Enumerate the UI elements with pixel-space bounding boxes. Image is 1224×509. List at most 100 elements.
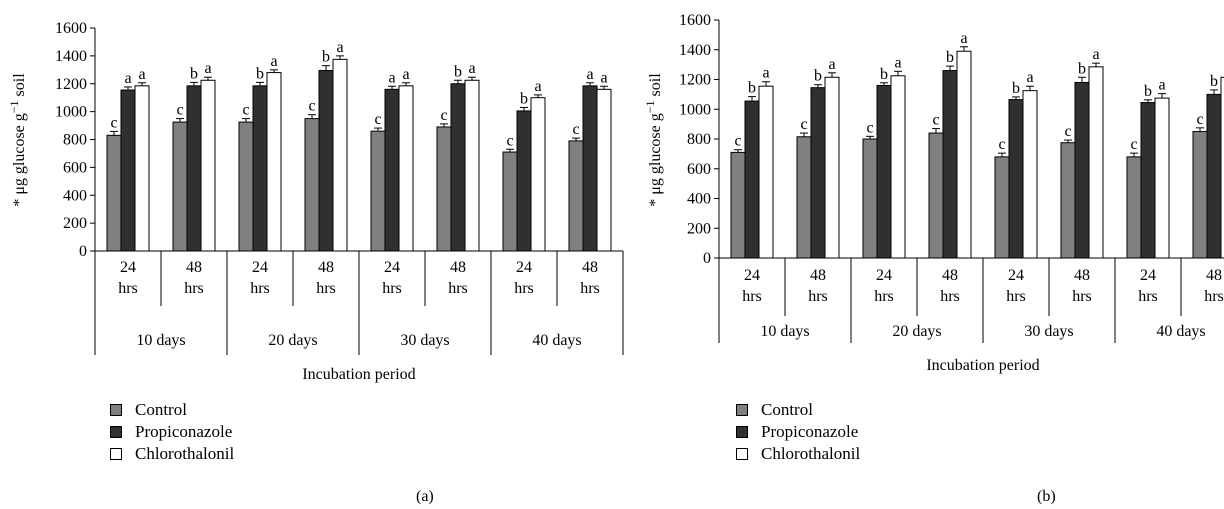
- significance-letter: b: [454, 63, 462, 80]
- significance-letter: c: [800, 116, 807, 133]
- significance-letter: b: [520, 90, 528, 107]
- bar-chlorothalonil: [956, 50, 972, 259]
- bar-control: [796, 136, 812, 259]
- significance-letter: c: [998, 136, 1005, 153]
- y-tick-label: 400: [687, 191, 711, 208]
- bar-chlorothalonil: [530, 97, 546, 252]
- legend-swatch: [736, 404, 748, 416]
- category-label-value: 48: [450, 259, 466, 276]
- significance-letter: c: [734, 133, 741, 150]
- bar-propiconazole: [1008, 99, 1024, 259]
- bar-control: [106, 134, 122, 252]
- significance-letter: a: [894, 54, 901, 71]
- group-label: 20 days: [268, 332, 317, 349]
- bar-control: [862, 138, 878, 259]
- y-tick-label: 800: [687, 131, 711, 148]
- y-axis-label: * μg glucose g−1 soil: [7, 73, 28, 207]
- significance-letter: b: [256, 65, 264, 82]
- bar-chlorothalonil: [824, 76, 840, 259]
- bar-propiconazole: [450, 83, 466, 252]
- significance-letter: c: [242, 102, 249, 119]
- significance-letter: c: [308, 98, 315, 115]
- category-label-unit: hrs: [184, 280, 204, 297]
- group-label: 10 days: [136, 332, 185, 349]
- significance-letter: a: [204, 60, 211, 77]
- significance-letter: c: [506, 132, 513, 149]
- bar-propiconazole: [120, 89, 136, 252]
- bar-chlorothalonil: [332, 58, 348, 252]
- category-label-unit: hrs: [514, 280, 534, 297]
- category-label-value: 24: [120, 259, 136, 276]
- significance-letter: b: [946, 49, 954, 66]
- significance-letter: b: [322, 49, 330, 66]
- group-label: 20 days: [892, 323, 941, 340]
- category-label-unit: hrs: [742, 288, 762, 305]
- significance-letter: a: [388, 69, 395, 86]
- legend-item: Control: [736, 399, 860, 421]
- category-label-value: 24: [1008, 267, 1024, 284]
- significance-letter: a: [1026, 69, 1033, 86]
- category-label-unit: hrs: [1006, 288, 1026, 305]
- significance-letter: c: [1064, 123, 1071, 140]
- category-label-value: 48: [186, 259, 202, 276]
- legend-a: Control Propiconazole Chlorothalonil: [110, 399, 234, 465]
- bar-chlorothalonil: [1022, 90, 1038, 259]
- category-label-unit: hrs: [448, 280, 468, 297]
- category-label-unit: hrs: [580, 280, 600, 297]
- significance-letter: a: [534, 78, 541, 95]
- panel-label-a: (a): [416, 488, 434, 505]
- bar-chlorothalonil: [1154, 97, 1170, 259]
- y-tick-label: 1000: [55, 104, 87, 121]
- category-label-unit: hrs: [940, 288, 960, 305]
- group-label: 30 days: [1024, 323, 1073, 340]
- group-label: 30 days: [400, 332, 449, 349]
- category-label-unit: hrs: [1072, 288, 1092, 305]
- significance-letter: c: [176, 102, 183, 119]
- bar-propiconazole: [942, 70, 958, 259]
- x-axis-label: Incubation period: [302, 366, 415, 383]
- y-tick-label: 1200: [55, 76, 87, 93]
- significance-letter: a: [600, 69, 607, 86]
- significance-letter: b: [814, 68, 822, 85]
- bar-control: [1192, 131, 1208, 259]
- bar-control: [502, 151, 518, 252]
- category-label-unit: hrs: [316, 280, 336, 297]
- y-axis-label: * μg glucose g−1 soil: [643, 73, 664, 207]
- significance-letter: c: [1196, 111, 1203, 128]
- significance-letter: c: [440, 107, 447, 124]
- category-label-value: 48: [1206, 267, 1222, 284]
- y-tick-label: 1000: [679, 101, 711, 118]
- y-tick-label: 1200: [679, 72, 711, 89]
- bar-control: [730, 151, 746, 259]
- bar-propiconazole: [876, 84, 892, 259]
- legend-item: Control: [110, 399, 234, 421]
- significance-letter: b: [1012, 80, 1020, 97]
- legend-swatch: [736, 426, 748, 438]
- panel-label-b: (b): [1037, 488, 1056, 505]
- category-label-unit: hrs: [1204, 288, 1224, 305]
- significance-letter: b: [880, 66, 888, 83]
- y-tick-label: 200: [63, 215, 87, 232]
- legend-item: Propiconazole: [736, 421, 860, 443]
- legend-item: Chlorothalonil: [736, 443, 860, 465]
- significance-letter: a: [762, 65, 769, 82]
- category-label-value: 48: [942, 267, 958, 284]
- significance-letter: a: [468, 60, 475, 77]
- significance-letter: c: [374, 111, 381, 128]
- significance-letter: a: [586, 66, 593, 83]
- bar-chlorothalonil: [758, 85, 774, 259]
- bar-chlorothalonil: [134, 85, 150, 252]
- bar-propiconazole: [582, 85, 598, 252]
- category-label-unit: hrs: [1138, 288, 1158, 305]
- bar-chlorothalonil: [266, 72, 282, 252]
- category-label-value: 48: [1074, 267, 1090, 284]
- category-label-value: 24: [516, 259, 532, 276]
- legend-swatch: [736, 448, 748, 460]
- significance-letter: b: [1144, 83, 1152, 100]
- y-tick-label: 600: [687, 161, 711, 178]
- y-tick-label: 800: [63, 132, 87, 149]
- bar-propiconazole: [318, 70, 334, 252]
- y-tick-label: 0: [703, 250, 711, 267]
- bar-propiconazole: [1206, 93, 1222, 259]
